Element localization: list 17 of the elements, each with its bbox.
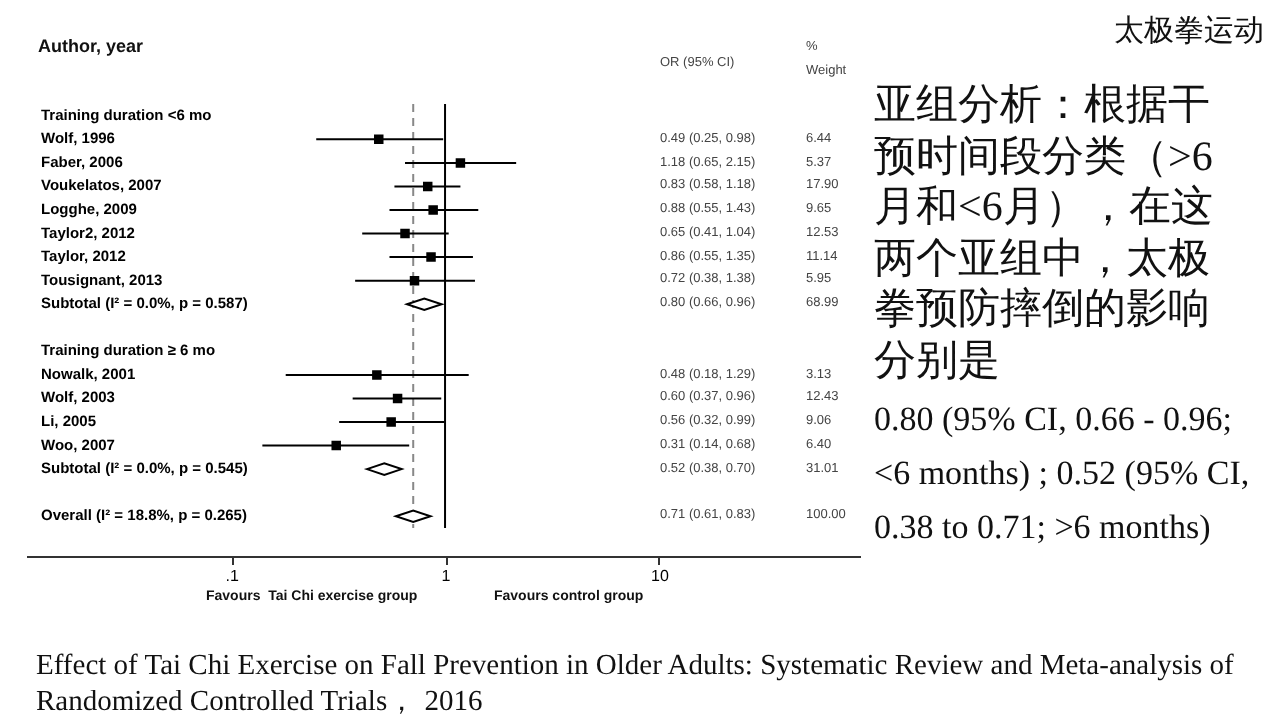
- text: 太极拳运动: [1114, 13, 1264, 50]
- y-axis-title: Author, year: [38, 36, 144, 56]
- x-tick-label: 10: [651, 567, 670, 585]
- point: [409, 275, 420, 286]
- point: [426, 252, 436, 262]
- point: [400, 228, 410, 239]
- point: [386, 417, 396, 427]
- point: [428, 205, 438, 215]
- point: [422, 181, 433, 192]
- text: 0.80 (95% CI, 0.66 - 0.96; <6 months) ; 0.52 (95% CI, 0.38 to 0.71; >6 months): [874, 398, 1252, 551]
- x-tick-label: .1: [225, 567, 240, 585]
- point: [374, 134, 384, 145]
- text: 亚组分析：根据干预时间段分类（>6月和<6月），在这两个亚组中，太极拳预防摔倒的影响分别是: [874, 80, 1215, 388]
- point: [372, 370, 382, 380]
- point: [392, 393, 403, 404]
- text: Effect of Tai Chi Exercise on Fall Prevention in Older Adults: Systematic Review and Meta-analysis of Randomized Controlled Trials， 2016: [36, 648, 1236, 720]
- x-tick-label: 1: [441, 567, 452, 585]
